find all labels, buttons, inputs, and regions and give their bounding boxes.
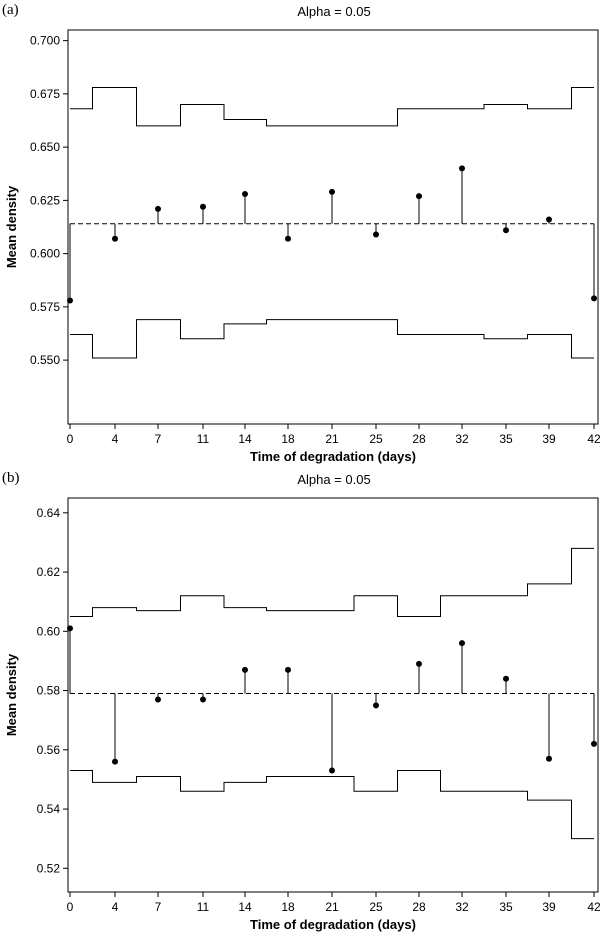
y-tick-label: 0.64 <box>37 506 61 520</box>
upper-control-limit <box>70 547 594 617</box>
y-tick-label: 0.56 <box>37 743 61 757</box>
y-tick-label: 0.650 <box>30 140 60 154</box>
data-point <box>112 235 118 242</box>
data-point <box>67 625 73 632</box>
plot-frame <box>67 497 599 893</box>
x-tick-label: 21 <box>325 432 339 446</box>
x-tick-label: 42 <box>587 432 600 446</box>
y-tick-label: 0.675 <box>30 87 60 101</box>
data-point <box>285 235 291 242</box>
chart-title: Alpha = 0.05 <box>297 472 371 487</box>
chart-panel-a: (a) Alpha = 0.05 0.700 0.675 0.650 0.625 0.6… <box>2 2 600 464</box>
lower-control-limit <box>70 319 594 359</box>
x-tick-label: 18 <box>281 432 295 446</box>
x-tick-label: 25 <box>369 432 383 446</box>
x-tick-label: 21 <box>325 900 339 914</box>
y-tick-label: 0.600 <box>30 247 60 261</box>
data-point <box>503 675 509 682</box>
data-point <box>155 205 161 212</box>
data-point <box>459 165 465 172</box>
x-tick-label: 7 <box>155 432 162 446</box>
x-tick-label: 0 <box>67 900 74 914</box>
data-point <box>546 755 552 762</box>
data-point <box>329 188 335 195</box>
x-tick-label: 25 <box>369 900 383 914</box>
panel-label: (b) <box>2 470 20 486</box>
x-tick-label: 32 <box>455 432 469 446</box>
x-axis-label: Time of degradation (days) <box>250 449 416 464</box>
y-axis-label: Mean density <box>4 653 19 736</box>
x-tick-label: 4 <box>112 432 119 446</box>
y-tick-label: 0.62 <box>37 565 61 579</box>
control-chart-a: 0.700 0.675 0.650 0.625 0.600 0.575 0.550 0 4 7 11… <box>4 29 600 464</box>
x-tick-label: 7 <box>155 900 162 914</box>
x-tick-label: 28 <box>412 900 426 914</box>
data-point <box>329 767 335 774</box>
x-tick-label: 0 <box>67 432 74 446</box>
data-point <box>67 297 73 304</box>
lower-control-limit <box>70 770 594 840</box>
y-tick-label: 0.575 <box>30 300 60 314</box>
data-point <box>591 295 597 302</box>
data-point <box>373 702 379 709</box>
y-tick-label: 0.550 <box>30 353 60 367</box>
x-axis-label: Time of degradation (days) <box>250 917 416 932</box>
upper-control-limit <box>70 87 594 127</box>
data-point <box>416 660 422 667</box>
data-point <box>200 203 206 210</box>
data-point <box>242 666 248 673</box>
data-point <box>155 696 161 703</box>
data-point <box>416 193 422 200</box>
x-tick-label: 35 <box>499 432 513 446</box>
chart-panel-b: (b) Alpha = 0.05 0.64 0.62 0.60 0.58 0.56 0.5… <box>0 468 600 936</box>
x-tick-label: 35 <box>499 900 513 914</box>
x-tick-label: 28 <box>412 432 426 446</box>
x-tick-label: 14 <box>238 900 252 914</box>
x-tick-label: 11 <box>197 432 210 446</box>
control-chart-b: 0.64 0.62 0.60 0.58 0.56 0.54 0.52 0 4 7 11 14 18 21 2… <box>4 497 600 932</box>
x-tick-label: 4 <box>112 900 119 914</box>
data-point <box>112 758 118 765</box>
y-tick-label: 0.60 <box>37 624 61 638</box>
x-tick-label: 32 <box>455 900 469 914</box>
data-point <box>373 231 379 238</box>
data-point <box>459 640 465 647</box>
y-tick-label: 0.58 <box>37 684 61 698</box>
x-tick-label: 39 <box>542 432 556 446</box>
data-point <box>285 666 291 673</box>
x-tick-label: 11 <box>197 900 210 914</box>
data-point <box>200 696 206 703</box>
x-tick-label: 14 <box>238 432 252 446</box>
data-point <box>503 227 509 234</box>
y-axis-label: Mean density <box>4 185 19 268</box>
x-tick-label: 42 <box>587 900 600 914</box>
data-point <box>591 740 597 747</box>
x-tick-label: 39 <box>542 900 556 914</box>
panel-label: (a) <box>2 2 19 18</box>
y-tick-label: 0.54 <box>37 802 61 816</box>
y-tick-label: 0.700 <box>30 34 60 48</box>
x-tick-label: 18 <box>281 900 295 914</box>
data-point <box>546 216 552 223</box>
y-tick-label: 0.52 <box>37 861 61 875</box>
data-point <box>242 190 248 197</box>
plot-frame <box>67 29 599 425</box>
chart-title: Alpha = 0.05 <box>297 4 371 19</box>
y-tick-label: 0.625 <box>30 193 60 207</box>
